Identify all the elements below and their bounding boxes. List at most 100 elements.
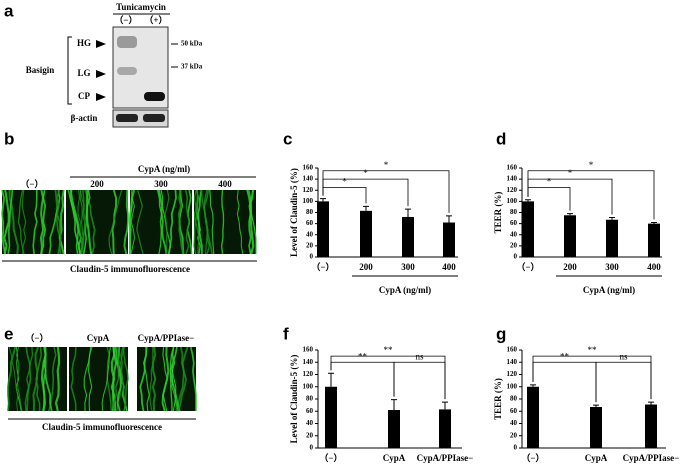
error-bar (593, 404, 599, 407)
cell-border (32, 346, 39, 412)
cell-border (32, 190, 38, 255)
y-tick-label: 40 (306, 230, 314, 238)
marker-label: 50 kDa (181, 40, 203, 48)
cell-border (17, 189, 25, 255)
significance-bracket (527, 170, 655, 220)
cell-border (79, 189, 86, 255)
x-group-label: CypA (ng/ml) (583, 285, 635, 295)
treatment-label: Tunicamycin (116, 2, 166, 12)
y-tick-label: 0 (310, 253, 314, 261)
cell-border (197, 189, 203, 255)
cell-border (3, 189, 10, 255)
cell-border (55, 189, 62, 255)
cell-border (193, 189, 198, 255)
x-tick-label: （−） (521, 453, 544, 463)
cell-border (39, 189, 47, 255)
cell-border (15, 346, 23, 412)
significance-label: * (568, 168, 573, 178)
x-tick-label: CypA/PPIase− (623, 453, 680, 463)
significance-bracket (595, 361, 652, 403)
protein-label: Basigin (26, 65, 55, 75)
y-tick-label: 40 (510, 419, 518, 427)
band (117, 36, 137, 48)
cell-border (177, 189, 185, 255)
cell-border (158, 189, 168, 255)
image-label: CypA/PPIase− (138, 333, 195, 343)
panel-label: b (4, 129, 14, 148)
error-bar (363, 205, 369, 211)
x-group-label: CypA (ng/ml) (379, 285, 431, 295)
y-tick-label: 0 (310, 444, 314, 452)
x-tick-label: （−） (311, 262, 334, 272)
error-bar (320, 198, 326, 202)
cell-border (70, 346, 77, 412)
bracket (67, 36, 72, 105)
arrowhead (96, 40, 106, 48)
error-bar (651, 222, 657, 224)
x-tick-label: CypA/PPIase− (417, 453, 474, 463)
y-axis-label: Level of Claudin-5 (%) (289, 168, 299, 257)
significance-label: ns (415, 351, 424, 361)
bar (317, 201, 329, 257)
x-tick-label: （−） (319, 453, 342, 463)
marker-label: 37 kDa (181, 63, 203, 71)
cell-border (164, 189, 170, 255)
cell-border (246, 189, 252, 255)
image-label: 400 (218, 179, 232, 189)
y-tick-label: 0 (514, 253, 518, 261)
error-bar (567, 213, 573, 216)
bar (648, 223, 660, 257)
y-tick-label: 80 (510, 395, 518, 403)
y-tick-label: 140 (507, 175, 518, 183)
cell-border (1, 189, 6, 255)
significance-label: * (342, 177, 347, 187)
y-tick-label: 120 (303, 370, 314, 378)
cell-border (236, 189, 244, 255)
band-label: LG (77, 68, 90, 78)
cell-border (122, 346, 129, 412)
x-tick-label: 400 (442, 262, 456, 272)
y-tick-label: 100 (507, 382, 518, 390)
significance-label: ns (619, 351, 628, 361)
bar (527, 386, 539, 448)
y-tick-label: 140 (507, 358, 518, 366)
cell-border (189, 346, 197, 411)
cell-border (83, 346, 92, 412)
panel-e: e （−） CypA CypA/PPIase− Claudin-5 immuno… (4, 324, 196, 432)
bar (325, 386, 337, 448)
cell-border (113, 346, 120, 411)
image-label: CypA (87, 333, 110, 343)
panel-label: d (496, 129, 506, 148)
x-tick-label: 400 (647, 262, 661, 272)
significance-label: * (589, 160, 594, 170)
panel-label: f (283, 324, 289, 343)
error-bar (405, 208, 411, 217)
y-tick-label: 20 (306, 241, 314, 249)
significance-label: * (363, 168, 368, 178)
cell-border (123, 189, 129, 255)
cell-border (130, 189, 136, 255)
significance-bracket (527, 187, 571, 211)
significance-label: ** (384, 345, 394, 355)
bar (564, 215, 576, 257)
y-tick-label: 100 (303, 197, 314, 205)
bar (439, 409, 451, 448)
bar (645, 404, 657, 448)
y-tick-label: 100 (303, 382, 314, 390)
y-tick-label: 140 (303, 358, 314, 366)
y-tick-label: 160 (303, 346, 314, 354)
y-axis-label: TEER (%) (493, 192, 503, 234)
significance-bracket (322, 178, 409, 207)
y-tick-label: 80 (510, 208, 518, 216)
cell-border (175, 346, 185, 412)
x-tick-label: CypA (383, 453, 406, 463)
cell-border (108, 189, 123, 255)
cell-border (169, 346, 175, 412)
caption: Claudin-5 immunofluorescence (70, 264, 190, 274)
lane-label: （−） (114, 15, 137, 25)
band (143, 114, 165, 122)
cell-border (69, 189, 82, 255)
cell-border (39, 189, 45, 255)
cell-border (184, 189, 191, 255)
